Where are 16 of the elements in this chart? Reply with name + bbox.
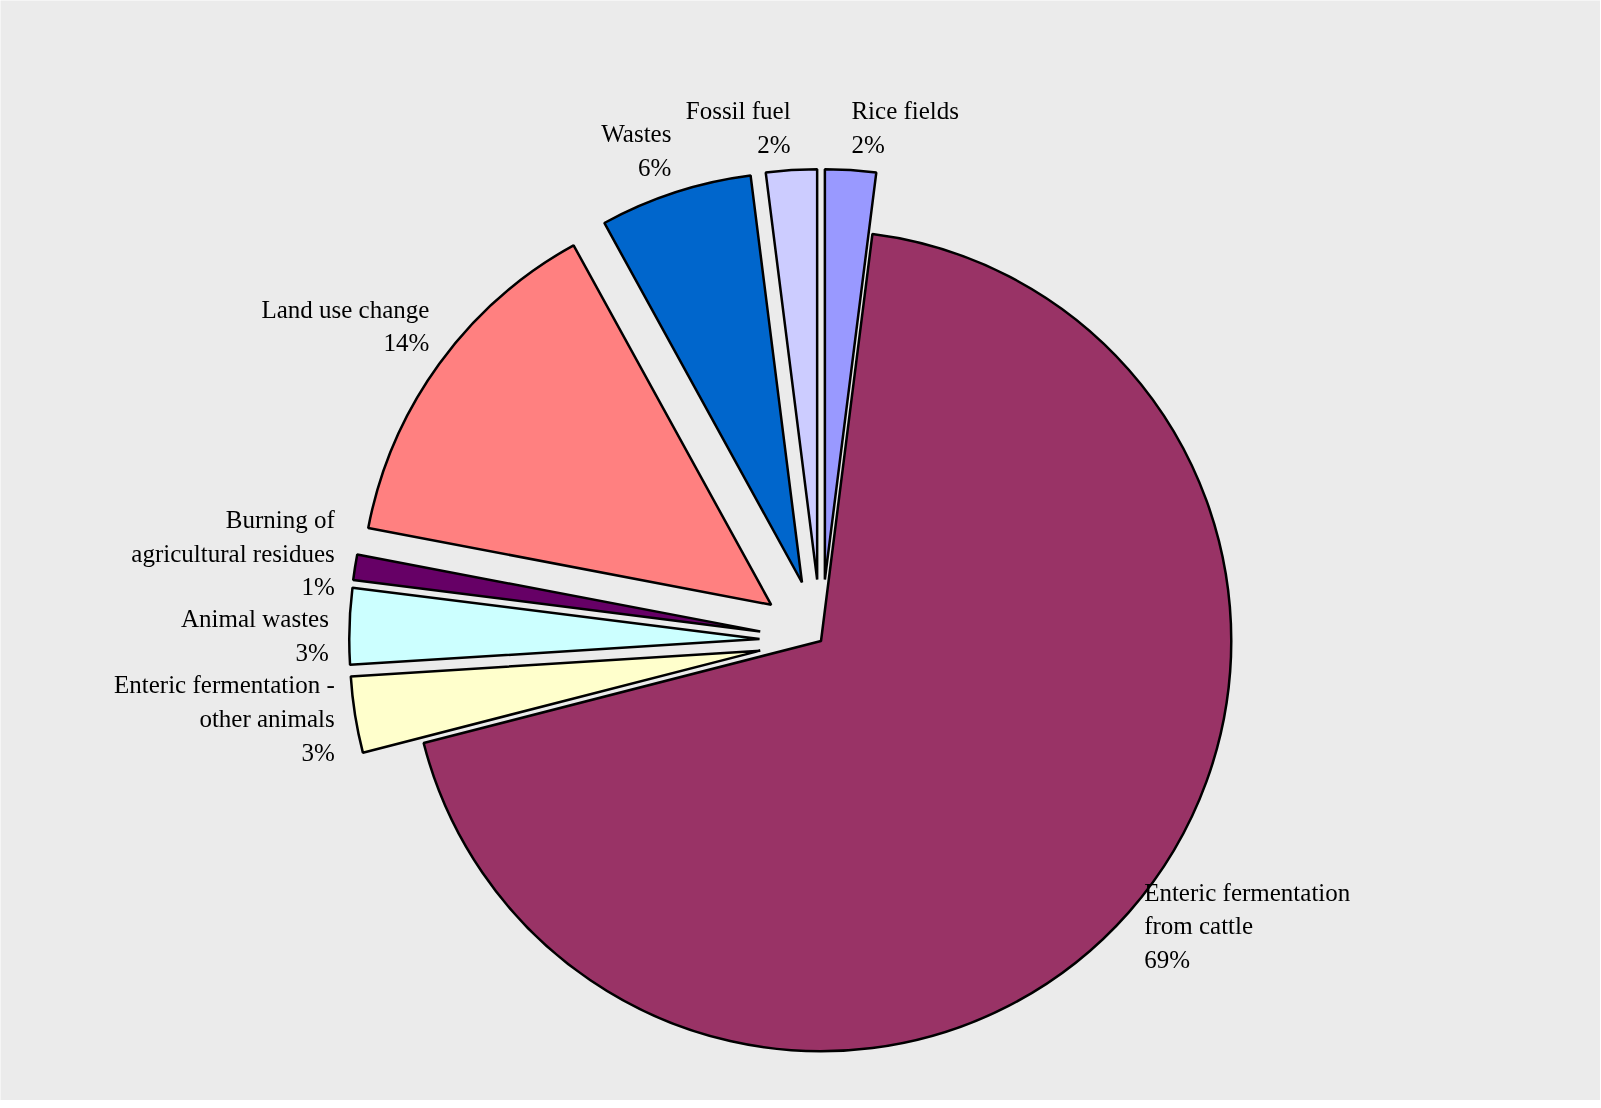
data-label: 3% <box>295 639 329 667</box>
data-label: 2% <box>851 130 885 158</box>
slice-label: Enteric fermentation - other animals <box>114 671 335 733</box>
data-label: 6% <box>638 153 672 181</box>
slice-label: Animal wastes <box>181 605 329 633</box>
slice-label: Burning of agricultural residues <box>131 505 336 567</box>
data-label: 2% <box>757 130 791 158</box>
data-label: 14% <box>383 329 430 357</box>
slice-label: Land use change <box>261 295 430 323</box>
slice-label: Wastes <box>601 119 672 147</box>
data-label: 1% <box>301 573 335 601</box>
slice-label: Enteric fermentation from cattle <box>1144 878 1351 940</box>
slice-label: Fossil fuel <box>685 97 791 125</box>
slice-label: Rice fields <box>851 97 960 125</box>
data-label: 69% <box>1144 946 1190 974</box>
data-label: 3% <box>301 738 335 766</box>
